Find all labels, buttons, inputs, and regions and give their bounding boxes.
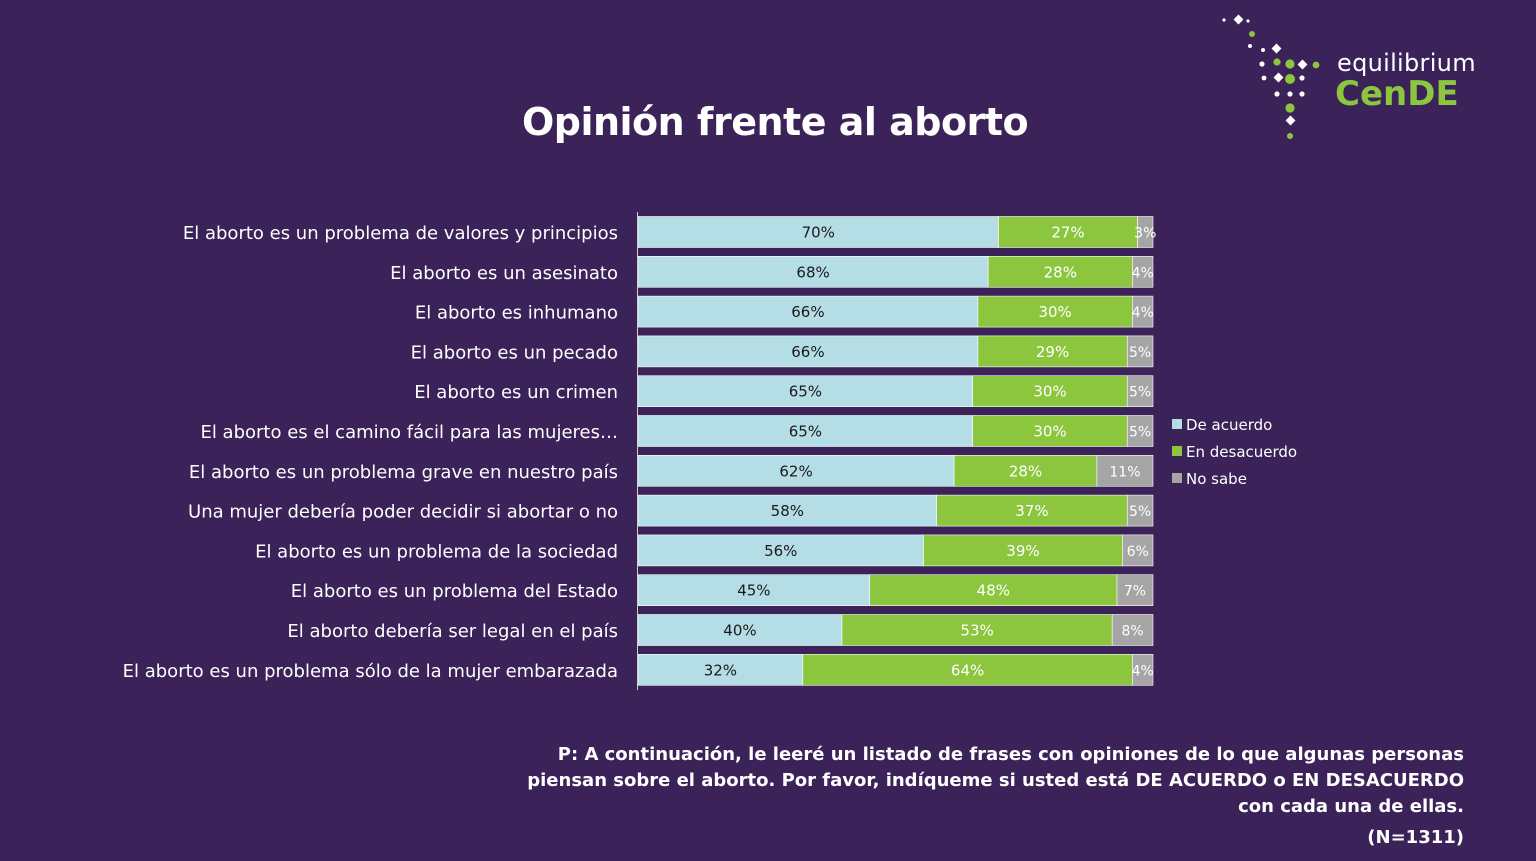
data-label-en-desacuerdo: 48% [977,582,1010,600]
bar-segment-de-acuerdo [637,335,979,368]
category-label: El aborto es un asesinato [390,263,618,284]
bars: 70% 27% 3% 68% 28% 4% 66% 30% 4% 66% 29% 5% 65% 30% 5%… [637,216,1156,686]
bar-segment-en-desacuerdo [953,454,1098,487]
category-label: El aborto es un pecado [411,342,618,363]
data-label-de-acuerdo: 62% [779,462,812,480]
bar-segment-no-sabe [1132,295,1154,328]
data-label-no-sabe: 5% [1129,385,1151,401]
data-label-en-desacuerdo: 29% [1036,343,1069,361]
data-label-no-sabe: 3% [1134,226,1156,242]
data-label-en-desacuerdo: 39% [1006,542,1039,560]
data-label-de-acuerdo: 65% [789,423,822,441]
bar-segment-no-sabe [1132,255,1154,288]
data-label-en-desacuerdo: 64% [951,661,984,679]
data-label-en-desacuerdo: 30% [1038,303,1071,321]
data-label-no-sabe: 7% [1124,584,1146,600]
data-label-en-desacuerdo: 28% [1009,462,1042,480]
bar-segment-en-desacuerdo [987,255,1133,288]
data-label-no-sabe: 5% [1129,425,1151,441]
data-label-de-acuerdo: 40% [723,622,756,640]
bar-segment-en-desacuerdo [977,335,1128,368]
bar-segment-de-acuerdo [637,375,974,408]
data-label-no-sabe: 4% [1132,305,1154,321]
data-label-en-desacuerdo: 37% [1015,502,1048,520]
question-text: P: A continuación, le leeré un listado d… [527,744,1464,817]
bar-segment-no-sabe [1096,454,1154,487]
bar-segment-en-desacuerdo [869,574,1118,607]
bar-segment-de-acuerdo [637,295,979,328]
bar-segment-de-acuerdo [637,494,938,527]
data-label-de-acuerdo: 68% [796,263,829,281]
category-label: El aborto es un crimen [414,382,618,403]
bar-segment-en-desacuerdo [936,494,1128,527]
bar-segment-en-desacuerdo [923,534,1123,567]
bar-segment-de-acuerdo [637,534,924,567]
category-label: El aborto es un problema grave en nuestr… [189,462,618,483]
category-label: Una mujer debería poder decidir si abort… [188,502,618,523]
data-label-en-desacuerdo: 27% [1051,224,1084,242]
data-label-en-desacuerdo: 53% [960,622,993,640]
bar-segment-de-acuerdo [637,653,804,686]
bar-segment-no-sabe [1126,335,1154,368]
bar-segment-de-acuerdo [637,216,999,248]
category-label: El aborto es un problema de la sociedad [255,541,618,562]
category-label: El aborto debería ser legal en el país [287,621,618,642]
bar-segment-de-acuerdo [637,255,989,288]
legend-swatch-en-desacuerdo [1172,446,1182,456]
legend-label-en-desacuerdo: En desacuerdo [1186,443,1297,461]
data-label-no-sabe: 8% [1121,624,1143,640]
bar-segment-en-desacuerdo [802,653,1133,686]
logo-equilibrium-text: equilibrium [1337,49,1476,77]
bar-segment-no-sabe [1111,614,1154,646]
category-labels: El aborto es un problema de valores y pr… [123,223,618,682]
bar-segment-de-acuerdo [637,614,843,646]
data-label-no-sabe: 5% [1129,345,1151,361]
chart-title: Opinión frente al aborto [521,100,1029,144]
data-label-en-desacuerdo: 30% [1033,383,1066,401]
bar-segment-no-sabe [1126,375,1154,408]
sample-size: (N=1311) [1367,827,1464,848]
bar-segment-en-desacuerdo [972,375,1128,408]
bar-segment-de-acuerdo [637,574,871,607]
legend-swatch-de-acuerdo [1172,419,1182,429]
bar-segment-no-sabe [1126,415,1154,447]
bar-segment-en-desacuerdo [998,216,1138,248]
data-label-no-sabe: 6% [1127,544,1149,560]
legend-label-de-acuerdo: De acuerdo [1186,416,1272,434]
legend: De acuerdo En desacuerdo No sabe [1172,416,1297,488]
data-label-de-acuerdo: 70% [802,224,835,242]
category-label: El aborto es un problema de valores y pr… [183,223,618,244]
data-label-de-acuerdo: 58% [771,502,804,520]
data-label-de-acuerdo: 66% [791,343,824,361]
bar-segment-de-acuerdo [637,415,974,447]
data-label-no-sabe: 5% [1129,504,1151,520]
bar-segment-no-sabe [1116,574,1154,607]
data-label-de-acuerdo: 66% [791,303,824,321]
data-label-de-acuerdo: 65% [789,383,822,401]
data-label-de-acuerdo: 56% [764,542,797,560]
bar-segment-no-sabe [1122,534,1154,567]
category-label: El aborto es un problema sólo de la muje… [123,661,618,682]
legend-swatch-no-sabe [1172,473,1182,483]
category-label: El aborto es inhumano [415,303,618,324]
data-label-no-sabe: 4% [1132,663,1154,679]
data-label-de-acuerdo: 45% [737,582,770,600]
data-label-en-desacuerdo: 30% [1033,423,1066,441]
bar-segment-en-desacuerdo [972,415,1128,447]
data-label-en-desacuerdo: 28% [1044,263,1077,281]
data-label-no-sabe: 4% [1132,265,1154,281]
category-label: El aborto es el camino fácil para las mu… [200,422,618,443]
data-label-de-acuerdo: 32% [704,661,737,679]
legend-label-no-sabe: No sabe [1186,470,1247,488]
bar-segment-no-sabe [1137,216,1154,248]
logo-dots-icon [1222,14,1320,139]
bar-segment-en-desacuerdo [841,614,1113,646]
question-footnote: P: A continuación, le leeré un listado d… [504,742,1464,851]
category-label: El aborto es un problema del Estado [291,581,618,602]
bar-segment-no-sabe [1132,653,1154,686]
logo-cende-text: CenDE [1335,74,1459,114]
data-label-no-sabe: 11% [1109,464,1140,480]
bar-segment-no-sabe [1126,494,1154,527]
